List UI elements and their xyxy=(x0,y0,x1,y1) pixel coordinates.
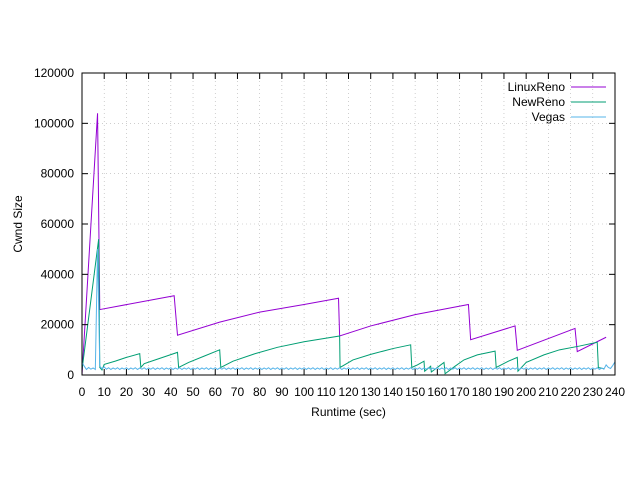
legend-label: LinuxReno xyxy=(508,80,566,94)
x-tick-label: 200 xyxy=(516,385,536,399)
x-tick-label: 160 xyxy=(427,385,447,399)
x-tick-label: 0 xyxy=(79,385,86,399)
y-tick-label: 20000 xyxy=(41,318,75,332)
x-tick-label: 80 xyxy=(253,385,267,399)
x-tick-label: 140 xyxy=(383,385,403,399)
y-axis-label: Cwnd Size xyxy=(11,195,25,253)
legend-label: Vegas xyxy=(532,110,565,124)
y-tick-label: 0 xyxy=(67,368,74,382)
x-tick-label: 190 xyxy=(494,385,514,399)
x-tick-label: 70 xyxy=(231,385,245,399)
x-tick-label: 110 xyxy=(317,385,336,399)
grid-lines xyxy=(82,73,615,375)
x-tick-label: 60 xyxy=(209,385,223,399)
x-tick-label: 50 xyxy=(186,385,200,399)
x-tick-label: 240 xyxy=(605,385,625,399)
x-tick-label: 10 xyxy=(98,385,112,399)
series-line-vegas xyxy=(81,249,616,371)
x-tick-label: 120 xyxy=(338,385,358,399)
x-axis-label: Runtime (sec) xyxy=(311,405,386,419)
y-tick-label: 120000 xyxy=(34,66,74,80)
x-tick-label: 100 xyxy=(294,385,314,399)
x-tick-label: 30 xyxy=(142,385,156,399)
x-tick-label: 130 xyxy=(361,385,381,399)
x-tick-label: 230 xyxy=(583,385,603,399)
x-tick-label: 180 xyxy=(472,385,492,399)
x-tick-label: 40 xyxy=(164,385,178,399)
x-tick-label: 90 xyxy=(275,385,289,399)
series-lines xyxy=(81,113,616,376)
x-tick-label: 210 xyxy=(538,385,558,399)
x-tick-label: 220 xyxy=(561,385,581,399)
axis-ticks: 0 10 20 30 40 50 60 70 80 90 100 110 120 130 140 150 160… xyxy=(34,66,625,399)
x-tick-label: 150 xyxy=(405,385,425,399)
series-line-newreno xyxy=(81,239,605,375)
x-tick-label: 20 xyxy=(120,385,134,399)
y-tick-label: 60000 xyxy=(41,217,75,231)
y-tick-label: 100000 xyxy=(34,116,74,130)
y-tick-label: 40000 xyxy=(41,267,75,281)
x-tick-label: 170 xyxy=(450,385,470,399)
y-tick-label: 80000 xyxy=(41,167,75,181)
legend-label: NewReno xyxy=(512,95,565,109)
